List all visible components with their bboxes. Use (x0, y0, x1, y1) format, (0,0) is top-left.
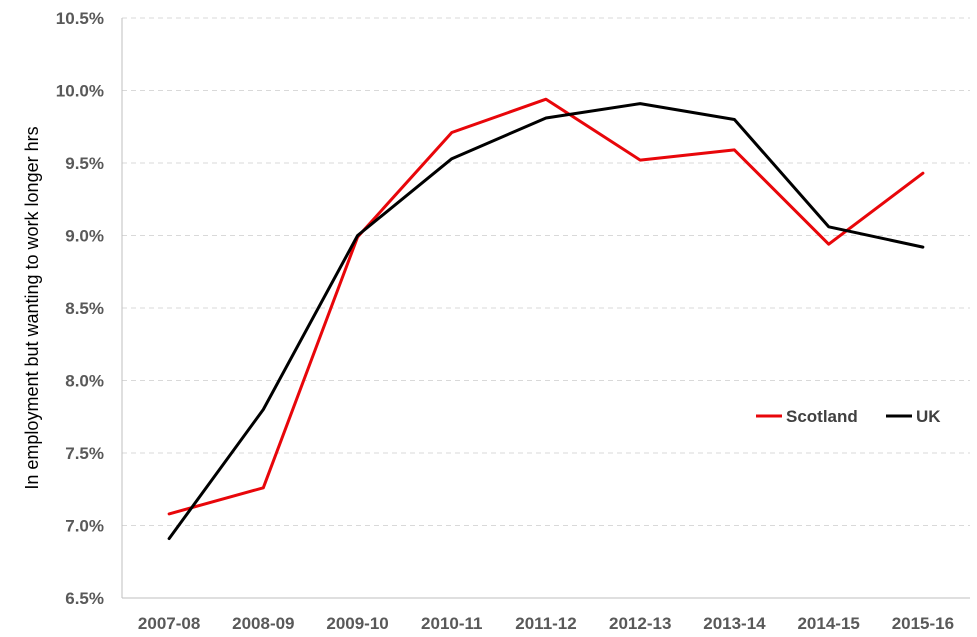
x-tick-label: 2015-16 (892, 614, 954, 633)
x-tick-labels: 2007-08 2008-09 2009-10 2010-11 2011-12 2012-… (138, 614, 954, 633)
y-tick-label: 9.5% (65, 154, 104, 173)
y-tick-label: 8.5% (65, 299, 104, 318)
legend: Scotland UK (756, 407, 941, 426)
series-line-uk (167, 102, 925, 541)
y-tick-label: 9.0% (65, 227, 104, 246)
legend-label-uk: UK (916, 407, 941, 426)
x-tick-label: 2007-08 (138, 614, 200, 633)
x-tick-label: 2014-15 (797, 614, 859, 633)
gridlines (122, 17, 970, 526)
legend-label-scotland: Scotland (786, 407, 858, 426)
x-tick-label: 2010-11 (421, 614, 482, 633)
x-tick-label: 2011-12 (515, 614, 576, 633)
x-tick-label: 2009-10 (326, 614, 388, 633)
x-tick-label: 2012-13 (609, 614, 671, 633)
x-tick-label: 2013-14 (703, 614, 766, 633)
series-lines (167, 97, 925, 541)
y-tick-label: 7.5% (65, 444, 104, 463)
y-axis-label: In employment but wanting to work longer… (22, 126, 42, 489)
y-tick-label: 8.0% (65, 372, 104, 391)
y-tick-label: 7.0% (65, 517, 104, 536)
axes (121, 18, 970, 599)
y-tick-label: 10.0% (56, 82, 104, 101)
x-tick-label: 2008-09 (232, 614, 294, 633)
y-tick-label: 6.5% (65, 589, 104, 608)
series-line-scotland (167, 97, 925, 516)
y-tick-labels: 6.5% 7.0% 7.5% 8.0% 8.5% 9.0% 9.5% 10.0% 10.5% (56, 9, 104, 608)
y-tick-label: 10.5% (56, 9, 104, 28)
